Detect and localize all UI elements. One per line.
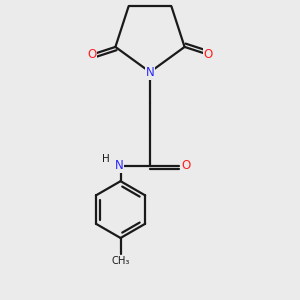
Text: N: N	[114, 159, 123, 172]
Text: O: O	[87, 48, 96, 61]
Text: N: N	[146, 66, 154, 79]
Text: H: H	[102, 154, 110, 164]
Text: CH₃: CH₃	[111, 256, 130, 266]
Text: O: O	[204, 48, 213, 61]
Text: O: O	[181, 159, 190, 172]
